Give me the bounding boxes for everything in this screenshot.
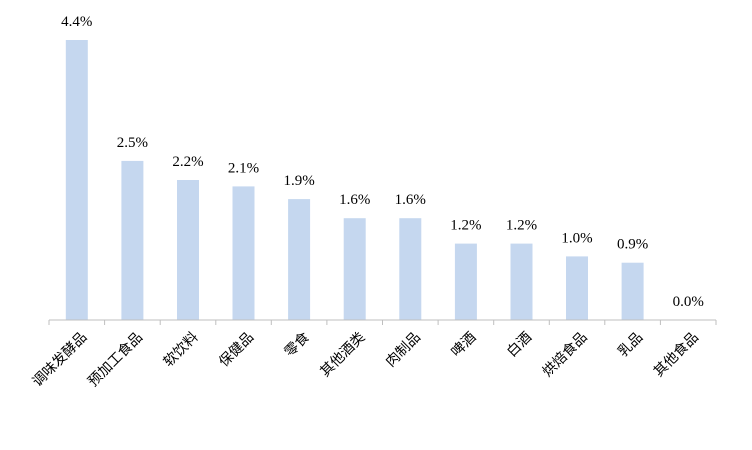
- bar-2: [177, 180, 199, 320]
- data-label-7: 1.2%: [450, 218, 481, 234]
- bar-10: [621, 262, 644, 320]
- x-tick-label-2: 软饮料: [161, 329, 202, 370]
- x-ticks-group: [48, 320, 717, 325]
- x-tick-label-1: 预加工食品: [84, 329, 146, 391]
- data-label-11: 0.0%: [673, 294, 704, 310]
- bar-7: [454, 243, 477, 320]
- bar-6: [399, 218, 422, 320]
- bar-8: [510, 243, 533, 320]
- x-tick-label-10: 乳品: [615, 329, 646, 360]
- x-tick-label-0: 调味发酵品: [30, 329, 91, 390]
- data-label-2: 2.2%: [172, 154, 203, 170]
- x-tick-label-3: 保健品: [216, 329, 257, 370]
- bars-group: [65, 40, 644, 320]
- x-tick-label-11: 其他食品: [650, 329, 702, 381]
- x-tick-label-5: 其他酒类: [317, 329, 368, 380]
- x-tick-label-6: 肉制品: [383, 329, 424, 370]
- bar-4: [288, 199, 311, 320]
- data-label-3: 2.1%: [228, 160, 259, 176]
- bar-5: [343, 218, 366, 320]
- data-label-5: 1.6%: [339, 192, 370, 208]
- x-tick-label-4: 零食: [281, 329, 313, 361]
- data-label-0: 4.4%: [61, 14, 92, 30]
- x-tick-label-9: 烘焙食品: [539, 329, 591, 381]
- data-label-8: 1.2%: [506, 218, 537, 234]
- data-label-4: 1.9%: [283, 173, 314, 189]
- data-label-6: 1.6%: [395, 192, 426, 208]
- x-tick-label-8: 白酒: [504, 329, 535, 360]
- bar-3: [232, 186, 255, 320]
- data-label-10: 0.9%: [617, 237, 648, 253]
- data-label-9: 1.0%: [561, 230, 592, 246]
- bar-0: [65, 40, 88, 320]
- bar-9: [566, 256, 588, 320]
- data-label-1: 2.5%: [117, 135, 148, 151]
- data-labels-group: 4.4% 2.5% 2.2% 2.1% 1.9% 1.6% 1.6% 1.2% 1.2% 1.0%…: [61, 14, 704, 310]
- bar-1: [121, 160, 144, 320]
- x-tick-label-7: 啤酒: [448, 329, 479, 360]
